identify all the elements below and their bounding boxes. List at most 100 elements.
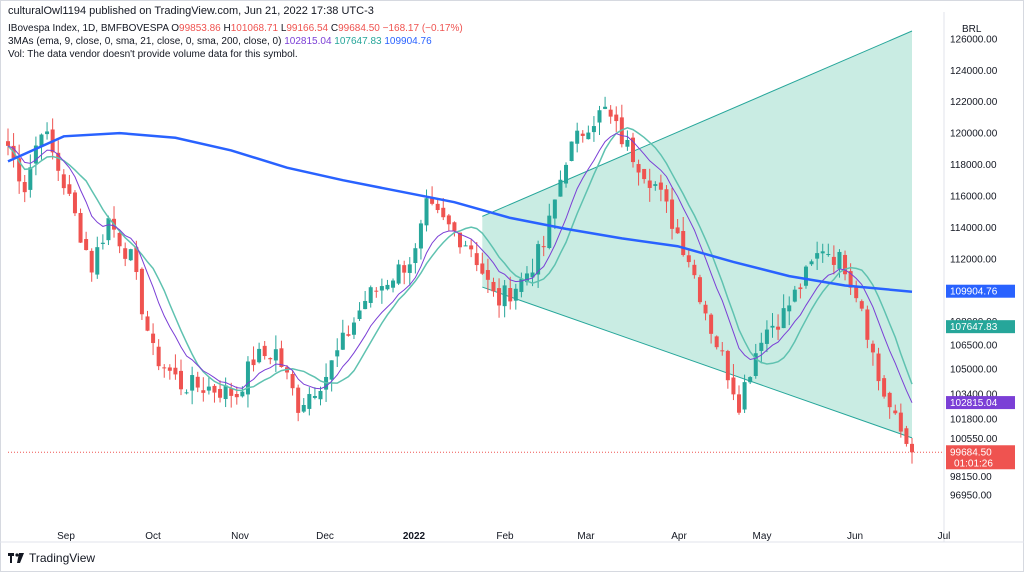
candle-body [296,387,301,413]
candle-body [792,289,797,302]
y-tick-label: 112000.00 [950,254,997,265]
candle-body [764,329,769,344]
price-tag-label: 107647.83 [950,322,998,333]
change-value: −168.17 (−0.17%) [382,23,463,34]
low-label: L [280,23,287,34]
candle-body [251,359,256,366]
candle-body [413,248,418,264]
sma21-line [7,127,913,392]
candle-body [134,247,139,273]
candle-body [776,326,781,330]
candle-body [178,370,183,390]
price-tag [946,320,1015,334]
price-tag-label: 109904.76 [950,287,998,298]
candle-body [184,392,189,394]
price-tag [946,396,1015,410]
candle-body [580,133,585,136]
candle-body [653,184,658,186]
x-tick-label: Nov [231,531,249,542]
candle-body [151,333,156,344]
candle-body [452,222,457,231]
candle-body [430,198,435,204]
candle-body [803,266,808,286]
candle-body [720,350,725,352]
candle-body [463,245,468,247]
candle-body [273,349,278,361]
x-tick-label: 2022 [403,531,426,542]
candle-body [56,152,61,171]
candle-body [798,287,803,290]
candle-body [697,277,702,303]
footer-brand[interactable]: TradingView [8,551,95,565]
sma200-value: 109904.76 [384,36,432,47]
candle-body [541,246,546,248]
candle-body [670,199,675,229]
candle-body [737,394,742,413]
candle-body [167,367,172,371]
candle-body [201,390,206,393]
candle-body [558,179,563,197]
candle-body [162,367,167,369]
candle-body [218,388,223,398]
candle-body [848,271,853,288]
candle-body [491,281,496,292]
candle-body [139,268,144,315]
candle-body [206,386,211,391]
candle-body [731,377,736,395]
candle-body [234,393,239,398]
sma21-value: 107647.83 [334,36,382,47]
candle-body [843,254,848,275]
candle-body [240,391,245,397]
candle-body [770,325,775,328]
y-tick-label: 122000.00 [950,97,998,108]
low-value: 99166.54 [286,23,329,34]
y-tick-label: 126000.00 [950,34,998,45]
y-tick-label: 120000.00 [950,129,998,140]
x-tick-label: May [753,531,772,542]
candle-body [513,288,518,301]
symbol-name[interactable]: IBovespa Index, 1D, BMFBOVESPA [8,23,169,34]
candle-body [229,388,234,396]
candle-body [329,360,334,380]
x-tick-label: Dec [316,531,334,542]
candle-body [703,304,708,314]
candle-body [575,130,580,144]
high-label: H [223,23,231,34]
candle-body [497,288,502,306]
candle-body [368,287,373,303]
candle-body [519,278,524,292]
channel-fill [482,31,912,438]
x-tick-label: Mar [577,531,595,542]
candle-body [826,254,831,256]
candle-body [117,232,122,247]
candle-body [446,215,451,225]
candle-body [625,139,630,147]
candle-body [424,198,429,226]
candle-body [307,394,312,409]
candle-body [859,301,864,309]
candle-body [89,250,94,273]
candle-body [692,264,697,276]
candle-body [22,182,27,193]
price-tag [946,445,1015,470]
candle-body [145,316,150,331]
candle-body [33,145,38,164]
open-value: 99853.86 [179,23,221,34]
ema9-line [7,132,913,403]
candle-body [870,343,875,353]
ma-indicator-label[interactable]: 3MAs (ema, 9, close, 0, sma, 21, close, … [8,36,282,47]
footer-brand-label: TradingView [29,551,96,565]
candle-body [815,253,820,259]
high-value: 101068.71 [230,23,279,34]
candle-body [357,310,362,320]
candle-body [290,373,295,389]
candle-body [128,249,133,261]
candle-body [603,106,608,109]
ma-row: 3MAs (ema, 9, close, 0, sma, 21, close, … [8,35,463,48]
y-tick-label: 100550.00 [950,434,998,445]
candle-body [340,332,345,350]
candle-body [335,350,340,357]
price-tag-countdown: 01:01:26 [954,458,993,469]
price-tag [946,284,1015,298]
